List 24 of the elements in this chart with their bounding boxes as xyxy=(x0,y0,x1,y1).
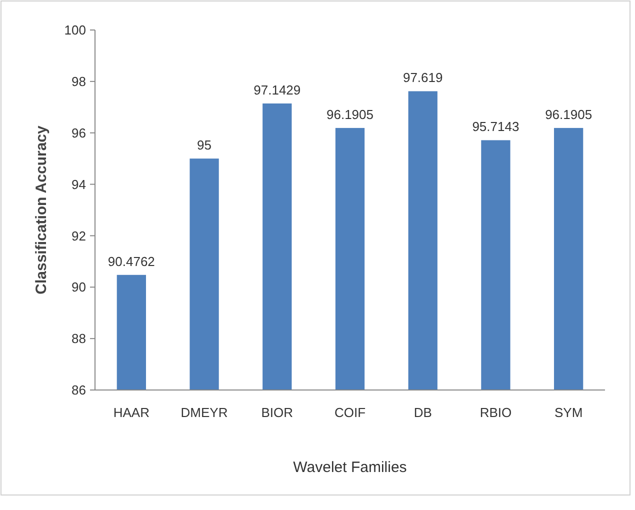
x-tick-label: BIOR xyxy=(261,405,294,420)
y-tick-label: 88 xyxy=(72,331,86,346)
y-tick-label: 94 xyxy=(72,176,86,192)
y-tick-label: 98 xyxy=(72,74,86,89)
data-label: 95.7143 xyxy=(472,119,520,134)
y-tick-label: 96 xyxy=(72,125,86,140)
y-tick-label: 90 xyxy=(72,280,86,295)
y-tick-label: 86 xyxy=(72,382,86,398)
x-tick-label: DB xyxy=(414,405,432,420)
x-tick-label: SYM xyxy=(554,405,583,420)
x-tick-label: DMEYR xyxy=(180,405,228,420)
x-tick-label: HAAR xyxy=(113,405,150,420)
data-label: 97.1429 xyxy=(254,82,301,98)
data-label: 96.1905 xyxy=(326,106,374,122)
x-tick-label: COIF xyxy=(334,405,366,420)
data-label: 97.619 xyxy=(402,70,443,86)
data-label: 95 xyxy=(197,138,212,153)
y-axis-title: Classification Accuracy xyxy=(33,125,50,294)
x-tick-label: RBIO xyxy=(480,405,512,420)
x-axis-title: Wavelet Families xyxy=(293,459,407,476)
y-tick-label: 92 xyxy=(72,228,86,244)
data-label: 90.4762 xyxy=(108,254,155,269)
y-tick-label: 100 xyxy=(64,22,86,38)
data-label: 96.1905 xyxy=(545,106,592,122)
